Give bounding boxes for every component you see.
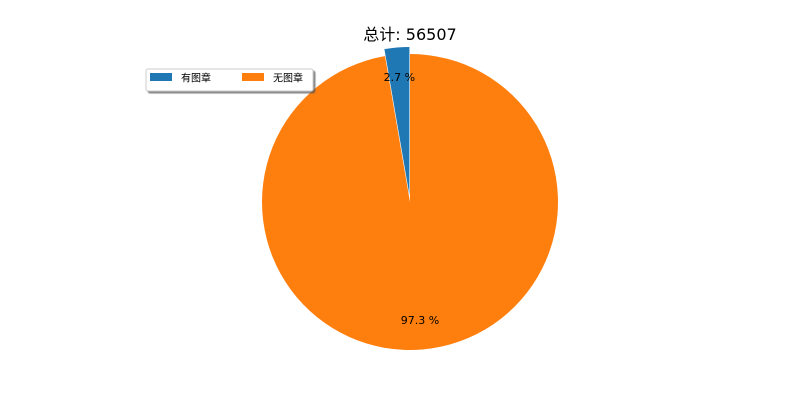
legend-swatch-no-seal: [242, 73, 264, 81]
slice-percent-label-no-seal: 97.3 %: [401, 314, 439, 327]
slice-percent-label-has-seal: 2.7 %: [384, 71, 415, 84]
pie-slice-labels: 2.7 % 97.3 %: [384, 71, 440, 327]
legend-box: [145, 68, 314, 92]
legend: 有图章 无图章: [145, 68, 314, 92]
pie-slice-has-seal: [384, 47, 410, 196]
legend-label-no-seal: 无图章: [273, 72, 303, 85]
legend-label-has-seal: 有图章: [181, 72, 211, 85]
legend-swatch-has-seal: [150, 73, 172, 81]
pie-slices: [262, 47, 559, 350]
pie-slice-no-seal: [262, 54, 559, 350]
chart-title: 总计: 56507: [363, 25, 456, 44]
